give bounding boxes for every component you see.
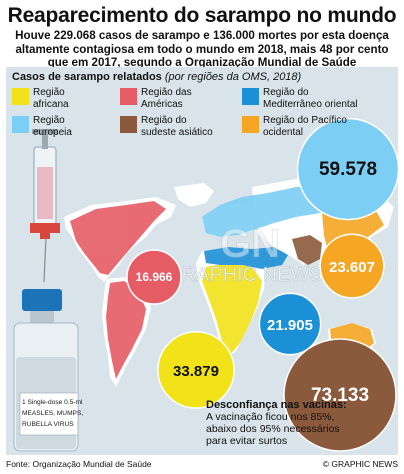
map-panel: GN GRAPHIC NEWS 1 Si bbox=[6, 67, 398, 455]
vial-illustration bbox=[13, 289, 79, 452]
legend-label: Região europeia bbox=[33, 115, 72, 138]
greenland-landmass bbox=[174, 183, 214, 207]
bubble-value-label: 59.578 bbox=[319, 159, 377, 180]
region-shape-africa bbox=[202, 263, 262, 355]
legend-item-sea: Região do sudeste asiático bbox=[120, 115, 220, 141]
watermark-logo-gn: GN bbox=[220, 222, 280, 266]
bubble-regi-o-do-sudeste-asi-tico: 73.133 bbox=[283, 338, 397, 452]
credit: © GRAPHIC NEWS bbox=[322, 459, 398, 469]
page-title: Reaparecimento do sarampo no mundo bbox=[7, 4, 397, 27]
vial-label-line: MEASLES, MUMPS, bbox=[22, 410, 83, 417]
bubble-regi-o-das-am-ricas: 16.966 bbox=[126, 249, 182, 305]
legend-item-americas: Região das Américas bbox=[120, 87, 220, 113]
legend-label: Região do sudeste asiático bbox=[141, 115, 213, 138]
bubble-circle bbox=[126, 249, 182, 305]
syringe-collar bbox=[30, 223, 60, 233]
bubble-regi-o-do-mediterr-neo-oriental: 21.905 bbox=[258, 292, 322, 356]
syringe-tip bbox=[40, 233, 50, 239]
legend-title: Casos de sarampo relatados bbox=[12, 71, 162, 83]
legend-label: Região das Américas bbox=[141, 87, 192, 110]
legend-swatch bbox=[120, 116, 137, 133]
legend-subtitle: (por regiões da OMS, 2018) bbox=[164, 71, 302, 83]
bubble-circle bbox=[157, 331, 235, 409]
region-shape-americas-south bbox=[106, 281, 146, 379]
bubble-value-label: 73.133 bbox=[311, 385, 369, 406]
legend-swatch bbox=[242, 116, 259, 133]
watermark-text: GRAPHIC NEWS bbox=[166, 264, 323, 286]
note-title: Desconfiança nas vacinas: bbox=[206, 399, 347, 411]
syringe-liquid bbox=[37, 167, 53, 219]
syringe-needle bbox=[43, 236, 47, 283]
legend-heading: Casos de sarampo relatados (por regiões … bbox=[12, 71, 301, 83]
bubble-value-label: 23.607 bbox=[329, 259, 375, 276]
page-subtitle: Houve 229.068 casos de sarampo e 136.000… bbox=[6, 29, 398, 70]
bubble-circle bbox=[258, 292, 322, 356]
syringe-plunger-cap bbox=[32, 129, 58, 134]
bubble-value-label: 21.905 bbox=[267, 317, 313, 334]
syringe-plunger bbox=[42, 133, 48, 149]
bubble-circle bbox=[319, 233, 385, 299]
vial-label-line: RUBELLA VIRUS bbox=[22, 421, 74, 428]
region-shape-americas bbox=[70, 201, 166, 275]
bubble-value-label: 33.879 bbox=[173, 363, 219, 380]
bubble-value-label: 16.966 bbox=[136, 270, 173, 284]
legend-label: Região do Pacífico ocidental bbox=[263, 115, 347, 138]
bubble-circle bbox=[296, 117, 398, 221]
legend-swatch bbox=[12, 88, 29, 105]
legend-label: Região africana bbox=[33, 87, 69, 110]
vial-label: 1 Single-dose 0.5-ml MEASLES, MUMPS, RUB… bbox=[22, 399, 85, 428]
legend-swatch bbox=[120, 88, 137, 105]
vaccine-note: Desconfiança nas vacinas: A vacinação fi… bbox=[206, 399, 376, 447]
bubble-regi-o-africana: 33.879 bbox=[157, 331, 235, 409]
bubble-regi-o-europeia: 59.578 bbox=[296, 117, 398, 221]
bubbles-layer: 33.879 16.966 21.905 59.578 73.133 23.607 bbox=[126, 117, 398, 452]
legend-swatch bbox=[12, 116, 29, 133]
legend-label: Região do Mediterrâneo oriental bbox=[263, 87, 358, 110]
watermark-logo: GN bbox=[220, 222, 281, 267]
source-note: Fonte: Organização Mundial de Saúde bbox=[6, 459, 152, 469]
vial-neck bbox=[30, 311, 54, 323]
region-shape-med bbox=[204, 247, 288, 269]
legend-item-africa: Região africana bbox=[12, 87, 112, 113]
subtitle-line: que em 2017, segundo a Organização Mundi… bbox=[47, 56, 357, 70]
bubble-circle bbox=[283, 338, 397, 452]
world-map: GN GRAPHIC NEWS 1 Si bbox=[13, 117, 398, 452]
syringe-illustration bbox=[30, 129, 60, 283]
vial-cap bbox=[22, 289, 62, 311]
bubble-regi-o-do-pac-fico-ocidental: 23.607 bbox=[319, 233, 385, 299]
legend-item-wpac: Região do Pacífico ocidental bbox=[242, 115, 392, 141]
region-shape-sea bbox=[292, 235, 322, 265]
note-body: A vacinação ficou nos 85%, abaixo dos 95… bbox=[206, 411, 340, 447]
legend-swatch bbox=[242, 88, 259, 105]
vial-label-line: 1 Single-dose 0.5-ml bbox=[22, 399, 83, 406]
vial-label-bg bbox=[19, 392, 79, 436]
legend-item-med: Região do Mediterrâneo oriental bbox=[242, 87, 392, 113]
subtitle-line: Houve 229.068 casos de sarampo e 136.000… bbox=[15, 29, 389, 42]
subtitle-line: altamente contagiosa em todo o mundo em … bbox=[15, 42, 389, 56]
legend-item-europe: Região europeia bbox=[12, 115, 112, 141]
